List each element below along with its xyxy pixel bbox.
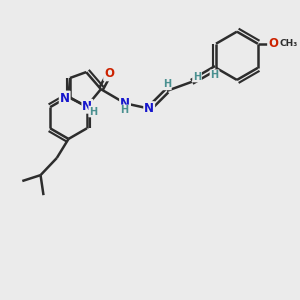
Text: N: N [144, 102, 154, 115]
Text: N: N [60, 92, 70, 104]
Text: H: H [163, 80, 171, 89]
Text: H: H [89, 106, 97, 116]
Text: H: H [193, 72, 201, 82]
Text: O: O [104, 68, 114, 80]
Text: N: N [120, 97, 130, 110]
Text: H: H [211, 70, 219, 80]
Text: O: O [268, 37, 278, 50]
Text: CH₃: CH₃ [280, 39, 298, 48]
Text: H: H [120, 105, 128, 116]
Text: N: N [82, 100, 92, 113]
